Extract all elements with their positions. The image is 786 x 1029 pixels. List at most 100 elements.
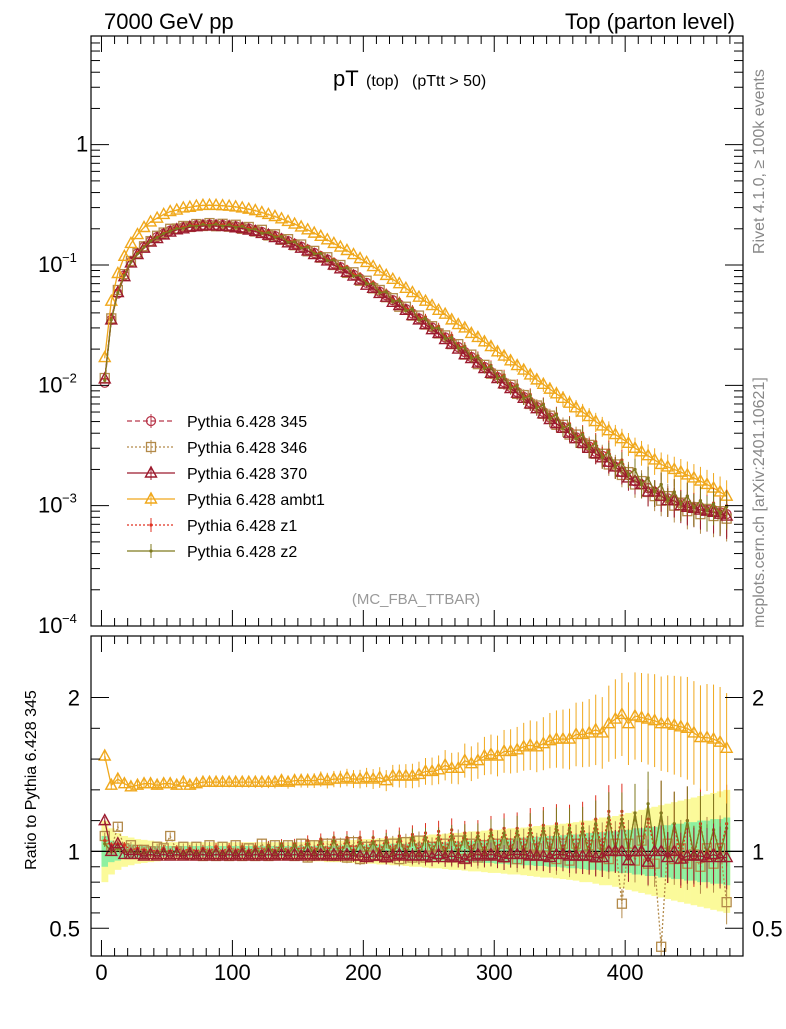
legend-marker: [144, 465, 158, 478]
marker-ambt1: [346, 771, 361, 784]
marker-ambt1: [117, 776, 132, 789]
marker-z2: [574, 437, 578, 441]
marker-z2: [672, 490, 676, 494]
marker-ambt1: [562, 395, 577, 408]
marker-z2: [613, 465, 617, 469]
marker-s370: [340, 847, 354, 860]
marker-z2: [639, 482, 644, 487]
legend-label: Pythia 6.428 ambt1: [187, 492, 325, 509]
marker-z2: [220, 224, 225, 228]
marker-z2: [522, 396, 526, 400]
marker-ambt1: [150, 210, 164, 223]
marker-s370: [111, 836, 125, 849]
ratio-plot-area: [91, 672, 743, 956]
marker-ambt1: [222, 198, 236, 211]
marker-s370: [458, 347, 472, 360]
marker-z2: [319, 840, 323, 844]
ratio-y-tick-label-right: 0.5: [752, 916, 783, 941]
marker-ambt1: [215, 774, 230, 787]
marker-z2: [502, 374, 506, 378]
marker-z2: [162, 231, 166, 236]
marker-s370: [490, 848, 505, 861]
marker-ambt1: [327, 236, 341, 249]
marker-ambt1: [386, 768, 400, 781]
marker-ambt1: [589, 414, 603, 427]
marker-s346: [721, 897, 732, 908]
marker-ambt1: [242, 201, 256, 214]
marker-ambt1: [667, 717, 681, 730]
marker-ambt1: [359, 255, 374, 268]
marker-ambt1: [399, 280, 413, 294]
marker-z2: [535, 406, 539, 410]
marker-ambt1: [202, 774, 217, 787]
marker-z2: [371, 282, 375, 286]
marker-z2: [299, 246, 303, 250]
marker-ambt1: [464, 325, 479, 339]
marker-z2: [214, 222, 218, 226]
marker-z2: [423, 835, 428, 840]
marker-s370: [608, 843, 623, 857]
marker-ambt1: [621, 435, 636, 448]
marker-ambt1: [399, 768, 413, 781]
marker-ambt1: [333, 239, 348, 252]
marker-z2: [607, 450, 611, 454]
marker-ambt1: [674, 464, 688, 477]
marker-z2: [450, 335, 454, 340]
marker-ambt1: [621, 716, 636, 729]
marker-z2: [378, 290, 382, 295]
marker-ambt1: [595, 418, 609, 431]
marker-s370: [143, 847, 158, 860]
marker-ambt1: [589, 722, 603, 735]
marker-ambt1: [628, 708, 642, 721]
axes: 110−110−210−310 −40.5 0.51 12 20 100 200 300 400: [38, 35, 783, 985]
marker-ambt1: [615, 431, 629, 444]
marker-ambt1: [719, 740, 734, 754]
marker-ambt1: [104, 293, 118, 306]
marker-s370: [503, 847, 518, 860]
marker-z2: [437, 835, 441, 840]
marker-z2: [142, 245, 146, 249]
marker-ambt1: [628, 440, 642, 453]
marker-ambt1: [215, 198, 230, 211]
marker-z2: [502, 831, 506, 835]
marker-ambt1: [294, 773, 308, 786]
marker-z2: [345, 266, 349, 270]
marker-z2: [273, 235, 277, 239]
marker-ambt1: [320, 232, 335, 245]
marker-z2: [672, 822, 676, 826]
marker-z2: [306, 842, 310, 846]
marker-z1: [122, 843, 126, 847]
marker-ambt1: [549, 386, 564, 399]
marker-s370: [549, 416, 564, 429]
marker-z2: [437, 326, 441, 330]
marker-z2: [450, 834, 454, 838]
marker-s370: [418, 848, 433, 861]
marker-ambt1: [300, 222, 315, 235]
marker-ambt1: [634, 444, 649, 457]
marker-s346: [112, 821, 123, 832]
main-y-tick-exponent: −4: [62, 611, 77, 626]
marker-ambt1: [373, 770, 387, 783]
marker-z2: [469, 356, 473, 360]
marker-ambt1: [373, 263, 387, 276]
marker-ambt1: [327, 771, 341, 784]
marker-s370: [287, 847, 302, 860]
marker-s370: [314, 847, 328, 860]
marker-ambt1: [615, 707, 629, 720]
marker-s370: [693, 848, 708, 861]
series-s370: [98, 813, 734, 890]
legend-entry-z2: Pythia 6.428 z2: [127, 544, 297, 561]
marker-s370: [124, 847, 138, 860]
marker-z2: [358, 273, 362, 277]
marker-z2: [423, 316, 428, 320]
legend-label: Pythia 6.428 346: [187, 440, 307, 457]
main-plot-title: pT (top) (pTtt > 50): [333, 66, 486, 91]
marker-s370: [418, 317, 433, 330]
marker-z2: [685, 494, 689, 498]
marker-z2: [384, 290, 388, 294]
marker-s370: [687, 848, 701, 861]
marker-z2: [397, 298, 401, 302]
marker-s370: [327, 847, 341, 860]
main-y-tick-label: 10: [38, 372, 62, 397]
marker-s370: [602, 454, 616, 467]
